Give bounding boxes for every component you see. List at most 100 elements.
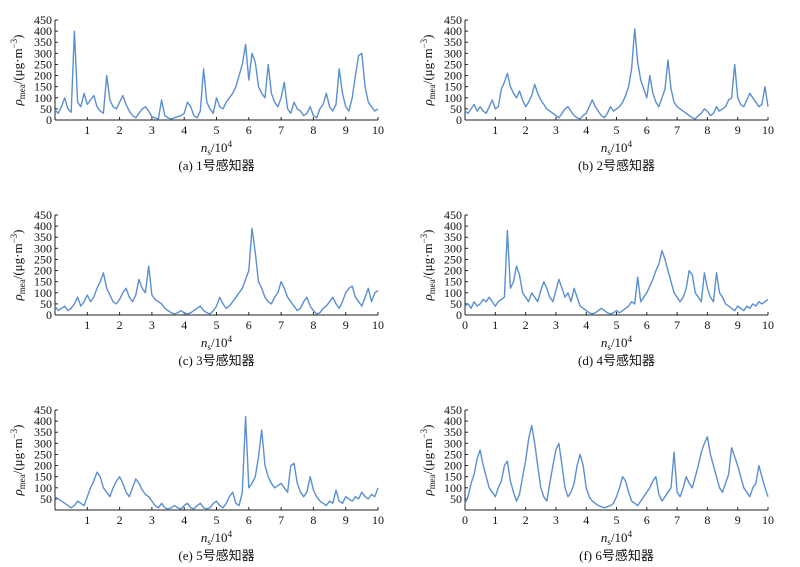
y-tick-label: 300: [444, 46, 462, 60]
y-tick-label: 0: [456, 308, 462, 322]
x-tick-label: 8: [704, 123, 710, 137]
y-tick-label: 450: [444, 403, 462, 417]
x-tick-label: 3: [149, 513, 155, 527]
panel-caption: (d) 4号感知器: [578, 353, 655, 368]
y-axis-label: ρmea/(μg·m−3): [419, 34, 437, 106]
x-tick-label: 8: [704, 513, 710, 527]
x-axis-label: ns/104: [201, 334, 233, 352]
y-tick-label: 150: [34, 80, 52, 94]
y-tick-label: 150: [444, 470, 462, 484]
x-tick-label: 9: [343, 123, 349, 137]
x-axis-label: ns/104: [201, 529, 233, 547]
x-tick-label: 4: [583, 513, 589, 527]
y-tick-label: 450: [34, 403, 52, 417]
x-tick-label: 10: [372, 123, 384, 137]
x-tick-label: 7: [278, 123, 284, 137]
y-tick-label: 250: [444, 252, 462, 266]
y-tick-label: 100: [34, 91, 52, 105]
x-tick-label: 1: [492, 513, 498, 527]
x-tick-label: 7: [278, 513, 284, 527]
x-axis-label: ns/104: [601, 334, 633, 352]
panel-caption: (b) 2号感知器: [578, 158, 655, 173]
x-tick-label: 1: [84, 123, 90, 137]
data-series-line: [54, 30, 379, 120]
y-tick-label: 350: [444, 35, 462, 49]
panel-caption: (c) 3号感知器: [178, 353, 254, 368]
y-tick-label: 50: [450, 492, 462, 506]
y-tick-label: 200: [444, 264, 462, 278]
panel-caption: (f) 6号感知器: [579, 548, 654, 563]
data-series-line: [464, 424, 769, 509]
y-tick-label: 450: [444, 13, 462, 27]
y-tick-label: 150: [444, 80, 462, 94]
x-tick-label: 5: [614, 513, 620, 527]
y-tick-label: 50: [40, 297, 52, 311]
data-series-line: [464, 229, 769, 315]
y-tick-label: 450: [34, 13, 52, 27]
data-series-line: [464, 28, 769, 120]
x-tick-label: 8: [704, 318, 710, 332]
x-tick-label: 8: [310, 513, 316, 527]
y-tick-label: 50: [40, 102, 52, 116]
y-tick-label: 100: [34, 481, 52, 495]
y-tick-label: 250: [444, 57, 462, 71]
y-tick-label: 450: [444, 208, 462, 222]
y-tick-label: 200: [34, 264, 52, 278]
y-tick-label: 100: [444, 286, 462, 300]
x-tick-label: 10: [762, 318, 774, 332]
y-tick-label: 350: [34, 425, 52, 439]
y-tick-label: 50: [40, 492, 52, 506]
x-tick-label: 10: [372, 513, 384, 527]
y-tick-label: 200: [34, 69, 52, 83]
x-tick-label: 7: [278, 318, 284, 332]
x-tick-label: 9: [735, 318, 741, 332]
x-tick-label: 1: [84, 513, 90, 527]
x-tick-label: 3: [553, 513, 559, 527]
data-series-line: [54, 227, 379, 315]
y-tick-label: 300: [444, 241, 462, 255]
x-axis-label: ns/104: [601, 139, 633, 157]
x-tick-label: 4: [181, 123, 187, 137]
data-series-line: [54, 416, 379, 510]
x-tick-label: 10: [762, 123, 774, 137]
y-tick-label: 350: [444, 230, 462, 244]
x-tick-label: 8: [310, 318, 316, 332]
y-tick-label: 350: [444, 425, 462, 439]
x-tick-label: 2: [117, 513, 123, 527]
y-tick-label: 350: [34, 35, 52, 49]
x-tick-label: 5: [614, 123, 620, 137]
x-tick-label: 2: [117, 123, 123, 137]
y-tick-label: 200: [34, 459, 52, 473]
x-tick-label: 4: [583, 123, 589, 137]
x-tick-label: 3: [149, 318, 155, 332]
y-tick-label: 150: [444, 275, 462, 289]
x-tick-label: 2: [523, 513, 529, 527]
y-axis-label: ρmea/(μg·m−3): [419, 229, 437, 301]
panel-caption: (a) 1号感知器: [178, 158, 254, 173]
y-tick-label: 400: [34, 414, 52, 428]
y-tick-label: 300: [34, 436, 52, 450]
y-tick-label: 300: [444, 436, 462, 450]
x-tick-label: 6: [246, 318, 252, 332]
x-tick-label: 2: [523, 318, 529, 332]
x-tick-label: 9: [735, 513, 741, 527]
x-tick-label: 4: [583, 318, 589, 332]
x-tick-label: 7: [674, 513, 680, 527]
x-tick-label: 6: [246, 123, 252, 137]
y-tick-label: 100: [34, 286, 52, 300]
x-axis-label: ns/104: [201, 139, 233, 157]
y-tick-label: 400: [34, 24, 52, 38]
y-axis-label: ρmea/(μg·m−3): [9, 34, 27, 106]
y-tick-label: 200: [444, 69, 462, 83]
x-tick-label: 6: [246, 513, 252, 527]
y-tick-label: 350: [34, 230, 52, 244]
x-tick-label: 9: [343, 513, 349, 527]
y-tick-label: 0: [46, 308, 52, 322]
x-tick-label: 7: [674, 318, 680, 332]
x-tick-label: 3: [553, 318, 559, 332]
